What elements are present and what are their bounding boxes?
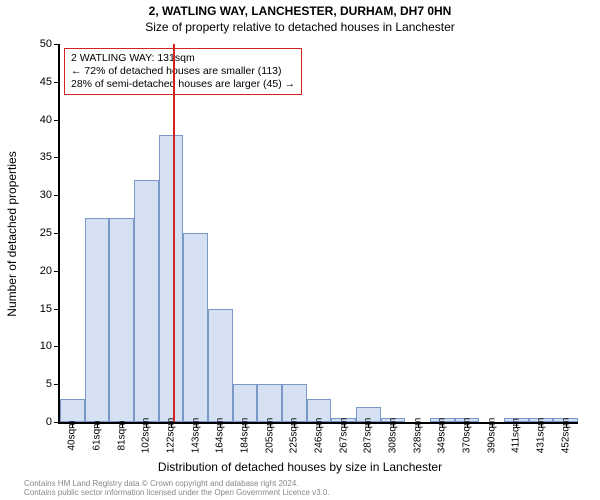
y-tick-label: 5 <box>46 378 52 390</box>
y-tick <box>54 233 60 234</box>
x-tick-label: 267sqm <box>338 418 349 454</box>
annotation-line2: ← 72% of detached houses are smaller (11… <box>71 65 295 78</box>
y-tick <box>54 384 60 385</box>
histogram-bar <box>85 218 110 422</box>
y-tick <box>54 44 60 45</box>
histogram-bar <box>183 233 208 422</box>
footer-line1: Contains HM Land Registry data © Crown c… <box>24 479 330 488</box>
chart-subtitle: Size of property relative to detached ho… <box>0 20 600 34</box>
y-tick-label: 50 <box>40 38 52 50</box>
x-tick-label: 61sqm <box>92 420 103 450</box>
x-tick-label: 370sqm <box>462 418 473 454</box>
histogram-bar <box>233 384 258 422</box>
y-tick-label: 25 <box>40 227 52 239</box>
footer-attribution: Contains HM Land Registry data © Crown c… <box>24 479 330 497</box>
histogram-bar <box>134 180 159 422</box>
x-tick-label: 143sqm <box>190 418 201 454</box>
x-tick-label: 102sqm <box>141 418 152 454</box>
histogram-bar <box>208 309 233 422</box>
y-tick <box>54 157 60 158</box>
x-tick-label: 390sqm <box>486 418 497 454</box>
x-tick-label: 452sqm <box>560 418 571 454</box>
annotation-line3: 28% of semi-detached houses are larger (… <box>71 78 295 91</box>
x-tick-label: 81sqm <box>116 420 127 450</box>
x-tick-label: 431sqm <box>536 418 547 454</box>
y-tick <box>54 195 60 196</box>
y-tick <box>54 422 60 423</box>
y-tick <box>54 346 60 347</box>
y-tick-label: 40 <box>40 114 52 126</box>
y-tick-label: 35 <box>40 151 52 163</box>
x-tick-label: 205sqm <box>264 418 275 454</box>
histogram-bar <box>159 135 184 422</box>
x-tick-label: 122sqm <box>166 418 177 454</box>
histogram-bar <box>257 384 282 422</box>
footer-line2: Contains public sector information licen… <box>24 488 330 497</box>
histogram-bar <box>282 384 307 422</box>
x-tick-label: 328sqm <box>412 418 423 454</box>
marker-line <box>173 44 175 422</box>
y-tick-label: 45 <box>40 76 52 88</box>
y-tick <box>54 120 60 121</box>
annotation-line1: 2 WATLING WAY: 131sqm <box>71 52 295 65</box>
y-tick <box>54 309 60 310</box>
x-tick-label: 184sqm <box>240 418 251 454</box>
y-tick-label: 15 <box>40 303 52 315</box>
y-tick-label: 30 <box>40 189 52 201</box>
x-axis-label: Distribution of detached houses by size … <box>0 460 600 474</box>
y-tick <box>54 271 60 272</box>
x-tick-label: 287sqm <box>363 418 374 454</box>
x-tick-label: 40sqm <box>67 420 78 450</box>
x-tick-label: 308sqm <box>388 418 399 454</box>
annotation-box: 2 WATLING WAY: 131sqm ← 72% of detached … <box>64 48 302 95</box>
chart-title-address: 2, WATLING WAY, LANCHESTER, DURHAM, DH7 … <box>0 4 600 18</box>
x-tick-label: 349sqm <box>437 418 448 454</box>
x-tick-label: 411sqm <box>511 418 522 453</box>
x-tick-label: 164sqm <box>215 418 226 454</box>
y-tick-label: 0 <box>46 416 52 428</box>
y-axis-label: Number of detached properties <box>5 151 19 316</box>
histogram-bar <box>60 399 85 422</box>
y-tick-label: 10 <box>40 340 52 352</box>
chart-container: 2, WATLING WAY, LANCHESTER, DURHAM, DH7 … <box>0 0 600 500</box>
y-tick <box>54 82 60 83</box>
y-tick-label: 20 <box>40 265 52 277</box>
x-tick-label: 225sqm <box>289 418 300 454</box>
plot-area: 2 WATLING WAY: 131sqm ← 72% of detached … <box>58 44 578 424</box>
histogram-bar <box>109 218 134 422</box>
x-tick-label: 246sqm <box>314 418 325 454</box>
